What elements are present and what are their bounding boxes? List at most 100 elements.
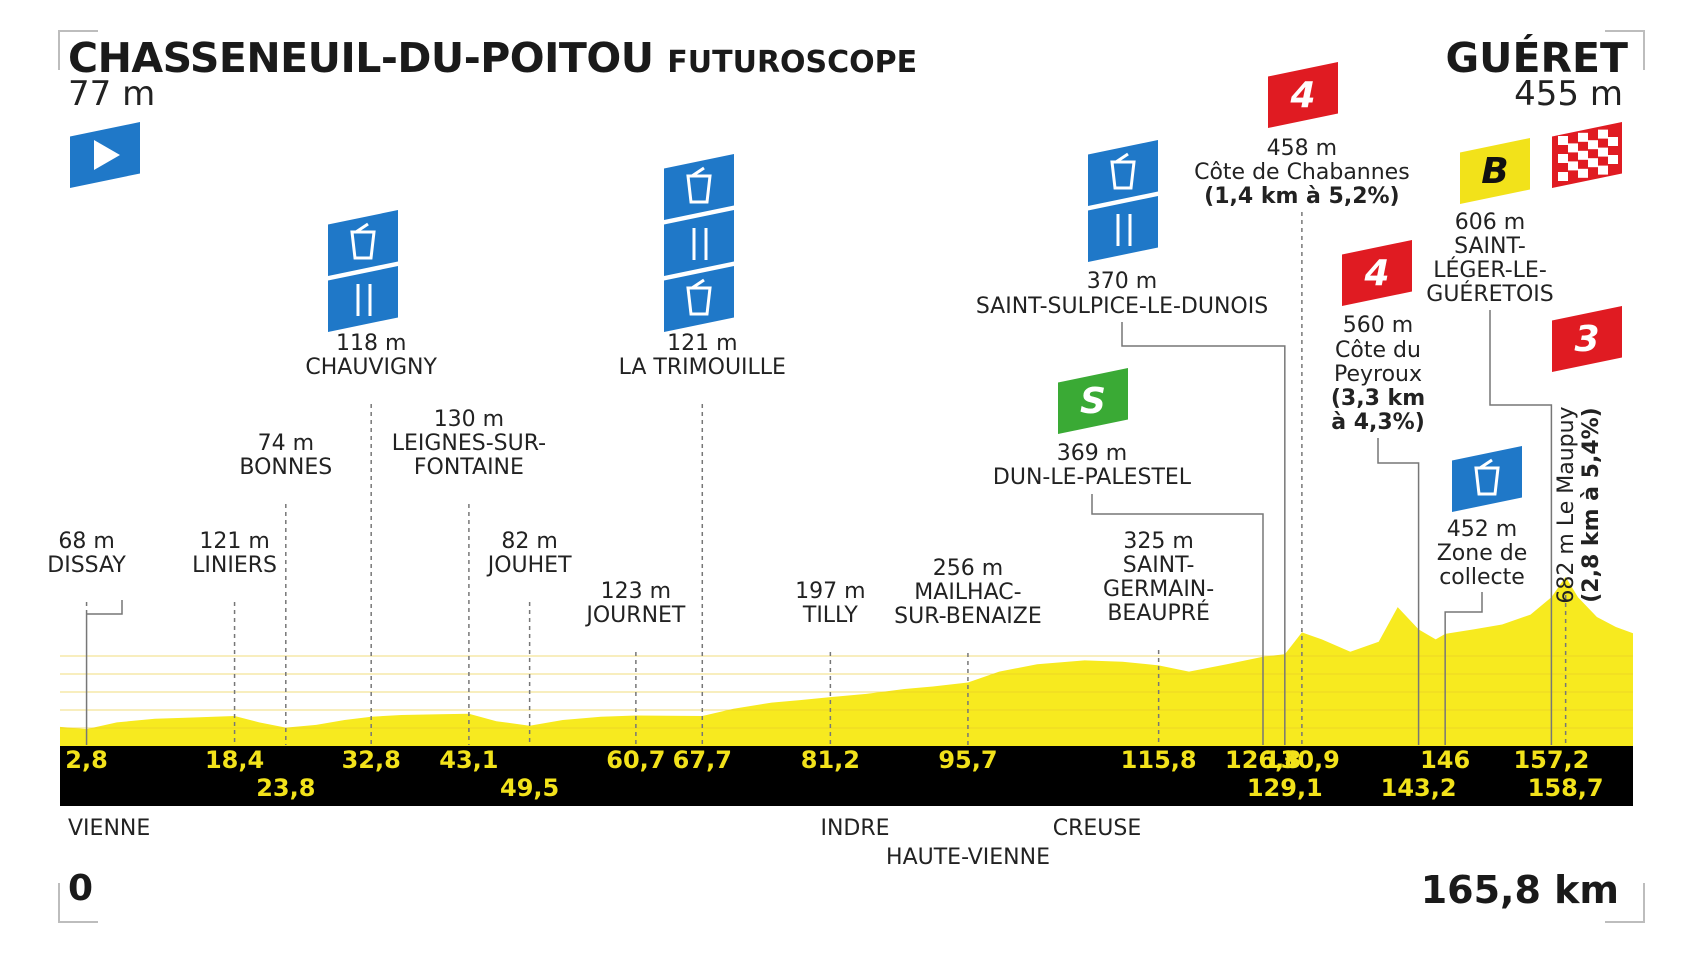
waypoint-name: LEIGNES-SUR- (392, 431, 546, 456)
waypoint-name: CHAUVIGNY (305, 355, 437, 380)
waypoint-altitude: 197 m (795, 579, 865, 604)
distance-total: 165,8 km (1420, 868, 1619, 912)
feed-zone-icon (1452, 446, 1522, 512)
bag-glyph (350, 230, 376, 260)
waypoint-altitude: 325 m (1123, 529, 1193, 554)
checker-square (1558, 136, 1568, 145)
bonus-icon-letter: B (1481, 151, 1508, 192)
start-town: CHASSENEUIL-DU-POITOU FUTUROSCOPE (68, 34, 917, 82)
climb-cat-icon: 3 (1552, 306, 1622, 372)
climb-cat-icon-shape (1268, 62, 1338, 128)
waypoint-name: GERMAIN- (1103, 577, 1214, 602)
bag-handle-glyph (691, 278, 705, 290)
feed-bag-icon (1088, 140, 1158, 206)
checker-square (1568, 161, 1578, 171)
km-label: 126,8 (1225, 746, 1301, 774)
sprint-icon: S (1058, 368, 1128, 434)
km-label: 130,9 (1264, 746, 1340, 774)
km-label: 67,7 (673, 746, 732, 774)
leader-peyroux (1377, 438, 1420, 745)
km-label: 115,8 (1121, 746, 1197, 774)
waypoint-name: TILLY (802, 603, 859, 628)
waypoint-altitude: 118 m (336, 331, 406, 356)
waypoint-name: BEAUPRÉ (1107, 600, 1210, 626)
climb-cat-icon-shape (1342, 240, 1412, 306)
waypoint-altitude: 74 m (258, 431, 314, 456)
feed-bag-icon (664, 154, 734, 220)
sprint-altitude: 369 m (1057, 441, 1127, 466)
waypoint-altitude: 123 m (601, 579, 671, 604)
checker-square (1558, 154, 1568, 163)
km-label: 157,2 (1513, 746, 1589, 774)
feed-bag-icon (328, 210, 398, 276)
waypoint-name: LA TRIMOUILLE (619, 355, 786, 380)
frame-corner-bottom-left (58, 883, 98, 923)
bag-handle-glyph (355, 222, 369, 234)
feed-bag-icon (664, 266, 734, 332)
climb-detail: (1,4 km à 5,2%) (1204, 184, 1399, 209)
bag-glyph (686, 286, 712, 316)
km-label: 60,7 (606, 746, 665, 774)
waypoint-name: MAILHAC- (914, 580, 1021, 605)
distance-band (60, 746, 1633, 806)
meal-icon-shape (664, 210, 734, 276)
km-label: 146 (1420, 746, 1470, 774)
bonus-altitude: 606 m (1455, 210, 1525, 235)
frame-corner-bottom-right (1605, 883, 1645, 923)
waypoint-name: SAINT- (1123, 553, 1195, 578)
climb-cat-icon-letter: 3 (1574, 319, 1599, 360)
climb-detail-vertical: (2,8 km à 5,4%) (1579, 407, 1604, 602)
waypoint-altitude: 82 m (501, 529, 557, 554)
finish-altitude: 455 m (1514, 74, 1623, 114)
km-label: 18,4 (205, 746, 264, 774)
waypoint-name: FONTAINE (414, 455, 524, 480)
feed-bag-icon-shape (1088, 140, 1158, 206)
climb-cat-icon-letter: 4 (1363, 253, 1389, 294)
leader-dissay (86, 600, 123, 615)
feed-bag-icon-shape (664, 154, 734, 220)
start-name: CHASSENEUIL-DU-POITOU (68, 34, 654, 82)
waypoint-name: DISSAY (47, 553, 126, 578)
sprint-icon-letter: S (1080, 381, 1106, 422)
bag-handle-glyph (691, 166, 705, 178)
km-label: 2,8 (65, 746, 108, 774)
sprint-place: DUN-LE-PALESTEL (993, 465, 1192, 490)
sprint-icon-shape (1058, 368, 1128, 434)
climb-name: Côte du (1335, 338, 1421, 363)
waypoint-altitude: 256 m (933, 556, 1003, 581)
waypoint-name: JOURNET (584, 603, 686, 628)
meal-icon (328, 266, 398, 332)
profile-area (60, 576, 1633, 746)
start-flag-icon (70, 122, 140, 188)
checker-square (1608, 137, 1618, 146)
feed-zone-icon-shape (1452, 446, 1522, 512)
meal-icon-shape (328, 266, 398, 332)
frame-corner-top-left (58, 30, 98, 70)
km-label: 23,8 (256, 774, 315, 802)
climb-name-vertical: 682 m Le Maupuy (1554, 406, 1579, 603)
checker-square (1578, 168, 1588, 178)
checker-square (1588, 140, 1598, 150)
meal-icon-shape (1088, 196, 1158, 262)
bag-glyph (1110, 160, 1136, 190)
climb-altitude: 560 m (1343, 313, 1413, 338)
frame-corner-top-right (1605, 30, 1645, 70)
bag-handle-glyph (1479, 458, 1493, 470)
feed-bag-icon-shape (328, 210, 398, 276)
bag-glyph (686, 174, 712, 204)
climb-cat-icon-letter: 4 (1289, 75, 1315, 116)
department-label: INDRE (820, 816, 889, 841)
climb-detail: à 4,3%) (1331, 410, 1425, 435)
bonus-icon-shape (1460, 138, 1530, 204)
meal-icon (1088, 196, 1158, 262)
waypoint-name: SAINT-SULPICE-LE-DUNOIS (976, 294, 1268, 319)
leader-saint-leger (1489, 310, 1553, 745)
checker-square (1598, 165, 1608, 175)
start-suffix: FUTUROSCOPE (667, 45, 918, 80)
checker-square (1568, 143, 1578, 153)
leader-saint-sulpice (1121, 322, 1286, 745)
bonus-place: LÉGER-LE- (1433, 257, 1547, 283)
distance-start: 0 (68, 868, 94, 909)
